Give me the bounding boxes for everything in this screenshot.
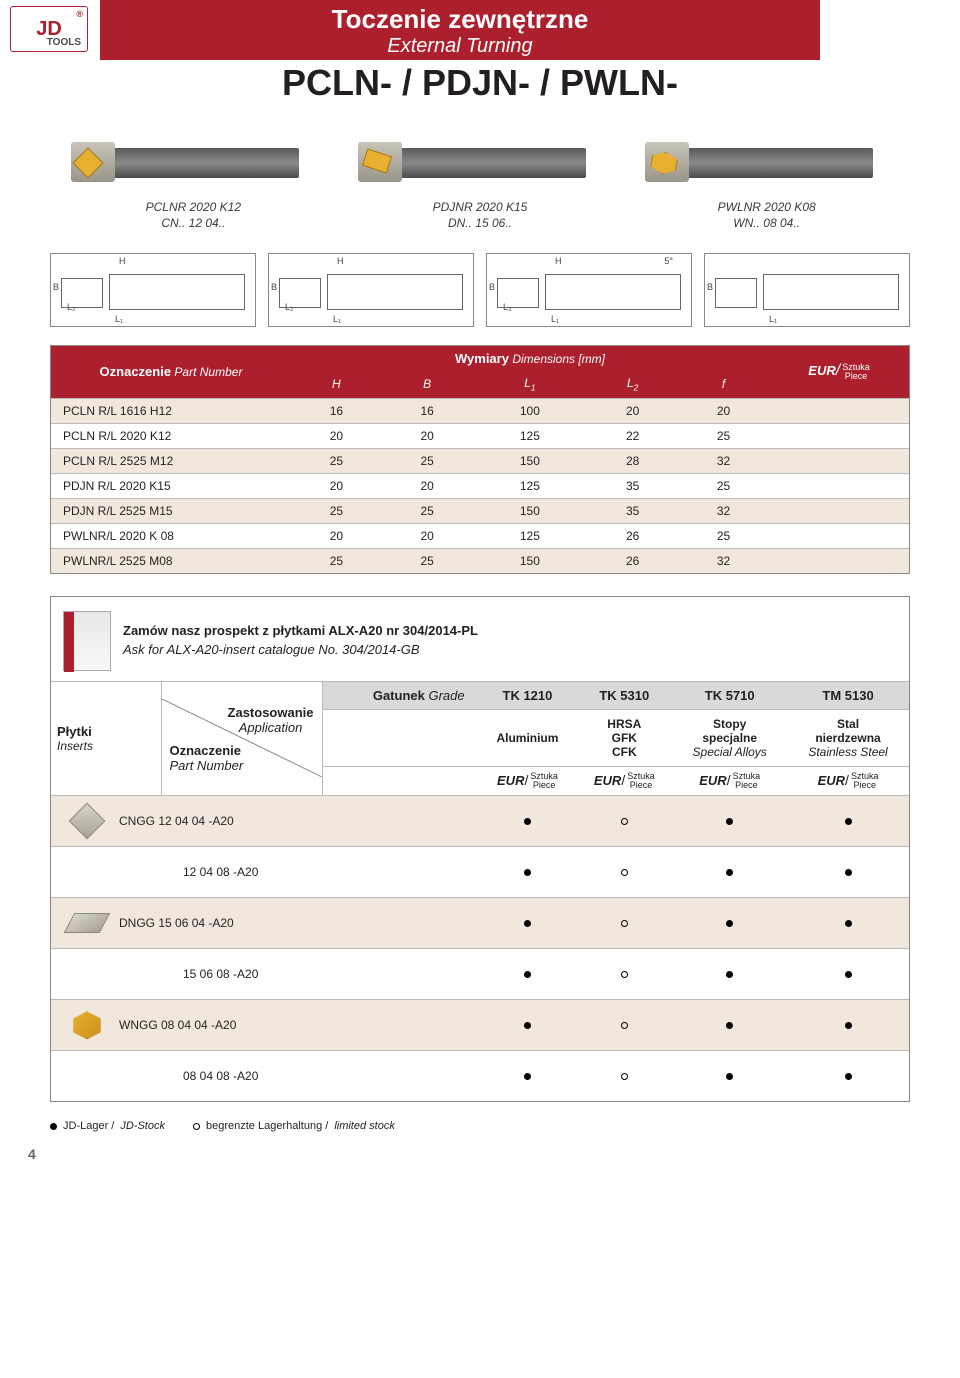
table-row: PDJN R/L 2525 M1525251503532 xyxy=(51,498,909,523)
plytki-cell: PłytkiInserts xyxy=(51,681,161,796)
table-row: 12 04 08 -A20 xyxy=(51,847,909,898)
app-0: Aluminium xyxy=(479,709,577,766)
tech-drawings: HBL₁L₂ HBL₁L₂ 5°HBL₁L₂ BL₁ xyxy=(0,243,960,345)
header-title-pl: Toczenie zewnętrzne xyxy=(100,4,820,35)
header-title-en: External Turning xyxy=(100,35,820,58)
legend-a: JD-Lager / JD-Stock xyxy=(63,1120,165,1132)
table-row: PCLN R/L 2020 K1220201252225 xyxy=(51,423,909,448)
inserts-frame: Zamów nasz prospekt z płytkami ALX-A20 n… xyxy=(50,596,910,1103)
app-3: StalnierdzewnaStainless Steel xyxy=(787,709,909,766)
grade-1: TK 5310 xyxy=(576,681,672,709)
cap1a: PCLNR 2020 K12 xyxy=(146,200,241,214)
prospect-l1: Zamów nasz prospekt z płytkami ALX-A20 n… xyxy=(123,622,478,640)
eur-0: EUR/SztukaPiece xyxy=(479,766,577,796)
drawing-3: 5°HBL₁L₂ xyxy=(486,253,692,327)
tool-photo-3 xyxy=(637,124,877,194)
table-row: PWLNR/L 2020 K 0820201252625 xyxy=(51,523,909,548)
prospect-l2: Ask for ALX-A20-insert catalogue No. 304… xyxy=(123,641,478,659)
col-l2: L2 xyxy=(587,371,678,398)
app-1: HRSAGFKCFK xyxy=(576,709,672,766)
page-number: 4 xyxy=(28,1146,36,1162)
diag-cell: ZastosowanieApplication OznaczeniePart N… xyxy=(161,681,322,796)
drawing-1: HBL₁L₂ xyxy=(50,253,256,327)
col-price: EUR/SztukaPiece xyxy=(769,346,909,398)
cap2b: DN.. 15 06.. xyxy=(448,216,512,230)
table-row: DNGG 15 06 04 -A20 xyxy=(51,898,909,949)
brand-logo: JD ® TOOLS xyxy=(10,6,88,52)
legend: JD-Lager / JD-Stock begrenzte Lagerhaltu… xyxy=(50,1120,910,1132)
dot-filled-icon xyxy=(50,1123,57,1130)
eur-1: EUR/SztukaPiece xyxy=(576,766,672,796)
tool-photo-2 xyxy=(350,124,590,194)
cap2a: PDJNR 2020 K15 xyxy=(433,200,528,214)
table-row: 15 06 08 -A20 xyxy=(51,949,909,1000)
logo-reg: ® xyxy=(76,9,83,19)
col-b: B xyxy=(382,371,473,398)
insert-shape-icon xyxy=(65,801,109,841)
grade-2: TK 5710 xyxy=(672,681,787,709)
col-f: f xyxy=(678,371,769,398)
product-photos: PCLNR 2020 K12 CN.. 12 04.. PDJNR 2020 K1… xyxy=(0,116,960,243)
gatunek-label: Gatunek Grade xyxy=(322,681,479,709)
app-2: StopyspecjalneSpecial Alloys xyxy=(672,709,787,766)
grade-3: TM 5130 xyxy=(787,681,909,709)
insert-shape-icon xyxy=(65,903,109,943)
prospect-icon xyxy=(63,611,111,671)
legend-b: begrenzte Lagerhaltung / limited stock xyxy=(206,1120,395,1132)
eur-2: EUR/SztukaPiece xyxy=(672,766,787,796)
big-title: PCLN- / PDJN- / PWLN- xyxy=(0,62,960,104)
drawing-4: BL₁ xyxy=(704,253,910,327)
table-row: 08 04 08 -A20 xyxy=(51,1051,909,1102)
dot-open-icon xyxy=(193,1123,200,1130)
prospect-callout: Zamów nasz prospekt z płytkami ALX-A20 n… xyxy=(51,597,909,681)
col-l1: L1 xyxy=(473,371,588,398)
eur-3: EUR/SztukaPiece xyxy=(787,766,909,796)
col-partnumber: Oznaczenie Part Number xyxy=(51,346,291,398)
table-row: PDJN R/L 2020 K1520201253525 xyxy=(51,473,909,498)
inserts-table: PłytkiInserts ZastosowanieApplication Oz… xyxy=(51,681,909,1102)
table-row: PWLNR/L 2525 M0825251502632 xyxy=(51,548,909,573)
table-row: WNGG 08 04 04 -A20 xyxy=(51,1000,909,1051)
col-dimensions: Wymiary Dimensions [mm] xyxy=(291,346,769,371)
cap3a: PWLNR 2020 K08 xyxy=(718,200,816,214)
cap3b: WN.. 08 04.. xyxy=(733,216,800,230)
dimensions-table: Oznaczenie Part Number Wymiary Dimension… xyxy=(51,346,909,572)
logo-sub: TOOLS xyxy=(47,37,81,48)
table-row: CNGG 12 04 04 -A20 xyxy=(51,796,909,847)
cap1b: CN.. 12 04.. xyxy=(161,216,225,230)
grade-0: TK 1210 xyxy=(479,681,577,709)
header-band: Toczenie zewnętrzne External Turning xyxy=(100,0,820,60)
table-row: PCLN R/L 2525 M1225251502832 xyxy=(51,448,909,473)
col-h: H xyxy=(291,371,382,398)
dimensions-table-frame: Oznaczenie Part Number Wymiary Dimension… xyxy=(50,345,910,573)
table-row: PCLN R/L 1616 H1216161002020 xyxy=(51,398,909,423)
insert-shape-icon xyxy=(65,1005,109,1045)
drawing-2: HBL₁L₂ xyxy=(268,253,474,327)
tool-photo-1 xyxy=(63,124,303,194)
